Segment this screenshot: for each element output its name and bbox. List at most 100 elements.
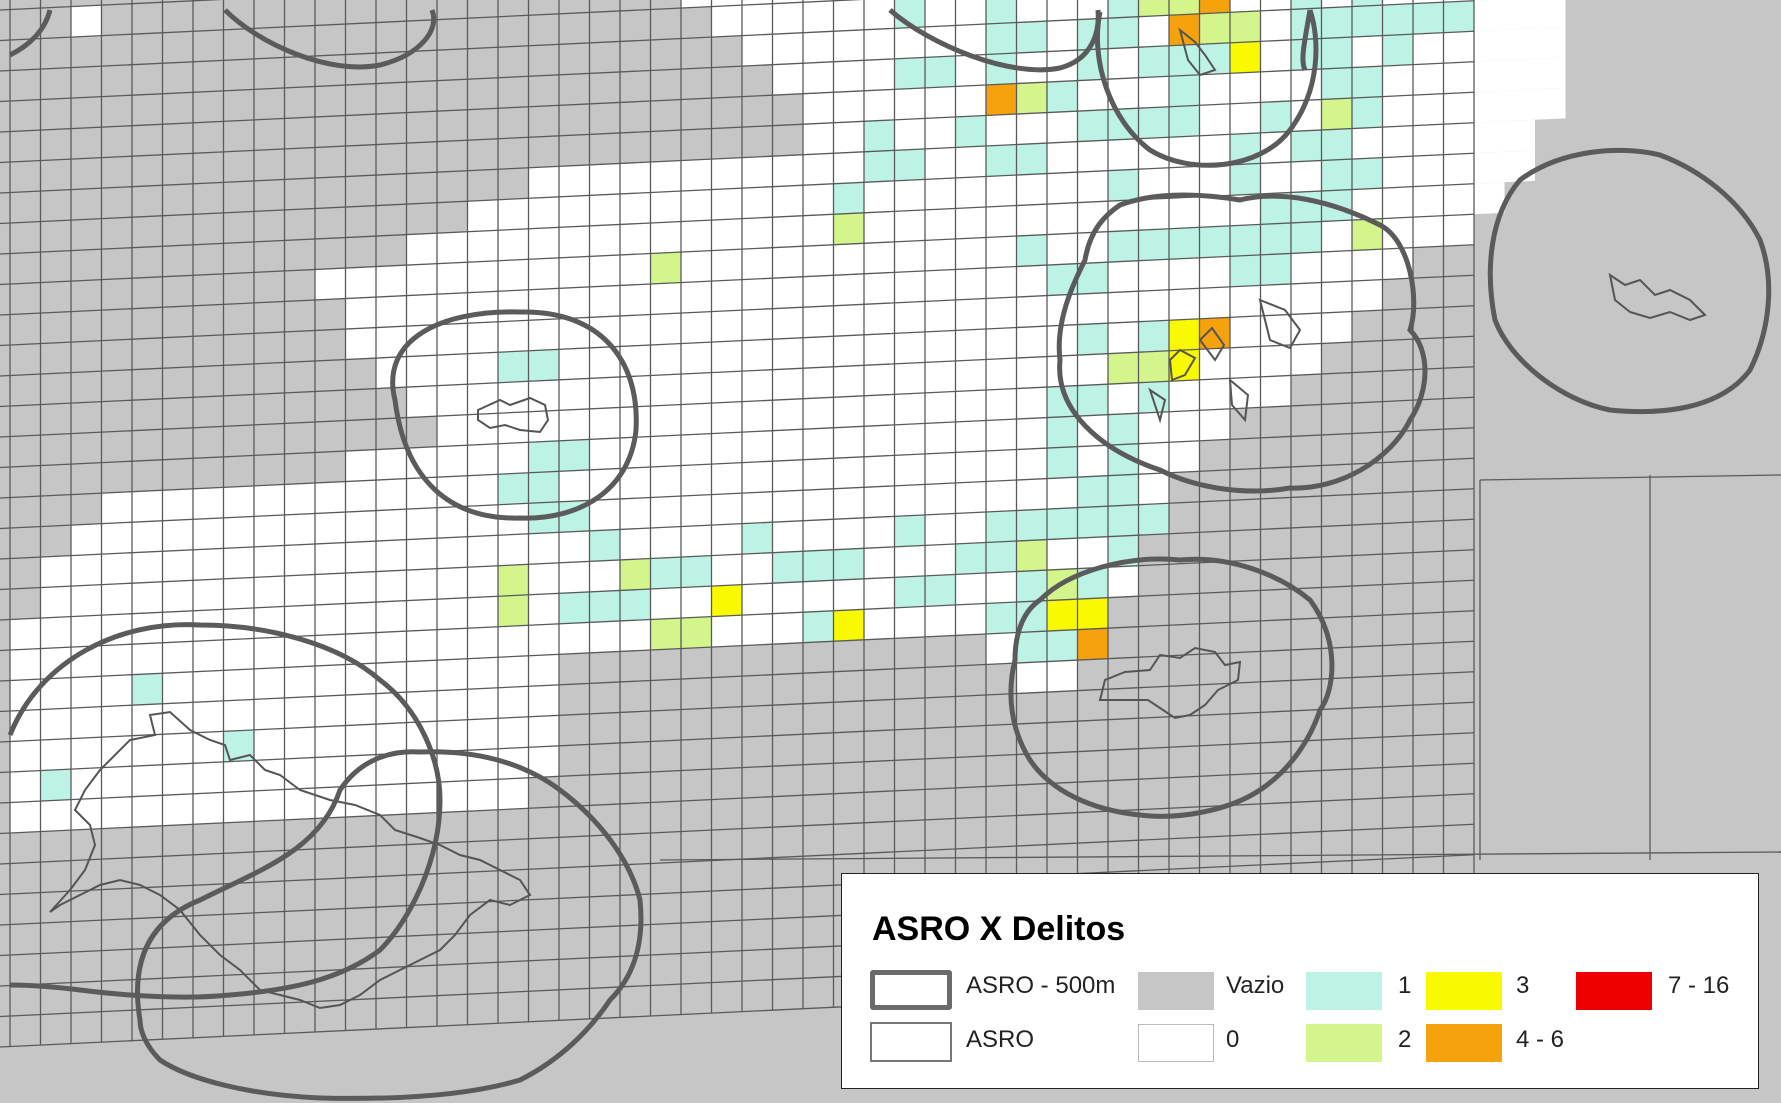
cell-zero xyxy=(528,532,559,565)
cell-zero xyxy=(284,574,315,607)
cell-zero xyxy=(681,159,712,192)
legend-swatch-0 xyxy=(1138,1024,1214,1062)
cell-zero xyxy=(528,654,559,687)
cell-zero xyxy=(864,547,895,580)
cell-zero xyxy=(1291,313,1322,346)
cell-zero xyxy=(1260,162,1291,194)
cell-count-1 xyxy=(620,589,651,622)
cell-zero xyxy=(894,210,925,243)
cell-zero xyxy=(803,244,834,277)
cell-zero xyxy=(955,329,986,362)
cell-zero xyxy=(711,523,742,556)
cell-zero xyxy=(559,287,590,320)
cell-zero xyxy=(711,310,742,343)
cell-count-2 xyxy=(1199,12,1230,45)
cell-count-1 xyxy=(1016,570,1047,603)
cell-zero xyxy=(681,403,712,436)
grid-line-horizontal xyxy=(0,732,1475,804)
cell-zero xyxy=(650,496,681,529)
cell-zero xyxy=(864,455,895,488)
cell-count-1 xyxy=(833,182,864,215)
cell-count-1 xyxy=(894,515,925,548)
cell-zero xyxy=(467,627,498,660)
cell-zero xyxy=(1016,204,1047,237)
cell-zero xyxy=(498,381,529,414)
cell-zero xyxy=(1047,172,1078,205)
cell-count-1 xyxy=(1199,225,1230,258)
cell-zero xyxy=(864,303,895,336)
cell-zero xyxy=(772,520,803,553)
cell-zero xyxy=(559,561,590,594)
cell-zero xyxy=(528,685,559,718)
cell-zero xyxy=(772,185,803,218)
cell-zero xyxy=(467,261,498,294)
cell-zero xyxy=(620,162,651,195)
cell-zero xyxy=(1047,355,1078,388)
cell-zero xyxy=(376,326,407,359)
cell-zero xyxy=(894,454,925,487)
cell-zero xyxy=(742,186,773,219)
cell-zero xyxy=(1321,250,1352,283)
cell-zero xyxy=(193,487,224,520)
cell-zero xyxy=(894,393,925,426)
cell-zero xyxy=(437,750,468,783)
cell-zero xyxy=(894,179,925,212)
cell-zero xyxy=(803,336,834,369)
cell-zero xyxy=(1260,0,1291,11)
cell-zero xyxy=(437,567,468,600)
cell-count-1 xyxy=(223,730,254,763)
grid-line-horizontal xyxy=(0,762,1475,835)
cell-zero xyxy=(1291,343,1322,376)
cell-count-2 xyxy=(498,564,529,597)
cell-zero xyxy=(315,756,346,789)
cell-count-1 xyxy=(1077,109,1108,142)
cell-zero xyxy=(193,762,224,795)
cell-zero xyxy=(437,628,468,661)
cell-zero xyxy=(1230,71,1261,104)
cell-zero xyxy=(650,587,681,620)
cell-zero xyxy=(162,489,193,522)
cell-zero xyxy=(284,513,315,546)
cell-zero xyxy=(742,308,773,341)
legend-swatch-1 xyxy=(1306,972,1382,1010)
cell-zero xyxy=(1199,134,1230,167)
cell-zero xyxy=(1291,160,1322,193)
cell-zero xyxy=(406,599,437,632)
cell-zero xyxy=(1535,26,1566,59)
cell-zero xyxy=(1169,379,1200,412)
cell-zero xyxy=(406,660,437,693)
cell-count-1 xyxy=(1077,567,1108,600)
cell-zero xyxy=(1352,279,1383,312)
cell-count-1 xyxy=(1047,80,1078,113)
cell-zero xyxy=(223,638,254,671)
cell-zero xyxy=(315,695,346,728)
cell-count-1 xyxy=(1047,507,1078,540)
cell-zero xyxy=(71,615,102,648)
cell-zero xyxy=(711,157,742,190)
cell-zero xyxy=(742,247,773,280)
cell-zero xyxy=(345,541,376,574)
cell-zero xyxy=(772,2,803,35)
cell-zero xyxy=(559,531,590,564)
grid-line-horizontal xyxy=(0,0,1475,72)
cell-zero xyxy=(498,534,529,567)
cell-count-1 xyxy=(772,551,803,584)
cell-zero xyxy=(132,582,163,615)
cell-zero xyxy=(986,388,1017,421)
legend-title: ASRO X Delitos xyxy=(872,910,1126,948)
cell-count-3 xyxy=(711,584,742,617)
cell-zero xyxy=(803,275,834,308)
cell-zero xyxy=(894,423,925,456)
grid-line-horizontal xyxy=(0,91,1475,164)
cell-zero xyxy=(498,290,529,323)
cell-zero xyxy=(528,319,559,352)
cell-count-1 xyxy=(559,592,590,625)
cell-zero xyxy=(528,166,559,199)
cell-count-2 xyxy=(1352,218,1383,251)
legend-swatch-vazio xyxy=(1138,972,1214,1010)
cell-count-1 xyxy=(528,441,559,474)
cell-count-1 xyxy=(1077,18,1108,51)
cell-zero xyxy=(803,580,834,613)
cell-count-1 xyxy=(1230,224,1261,257)
cell-zero xyxy=(1047,141,1078,174)
